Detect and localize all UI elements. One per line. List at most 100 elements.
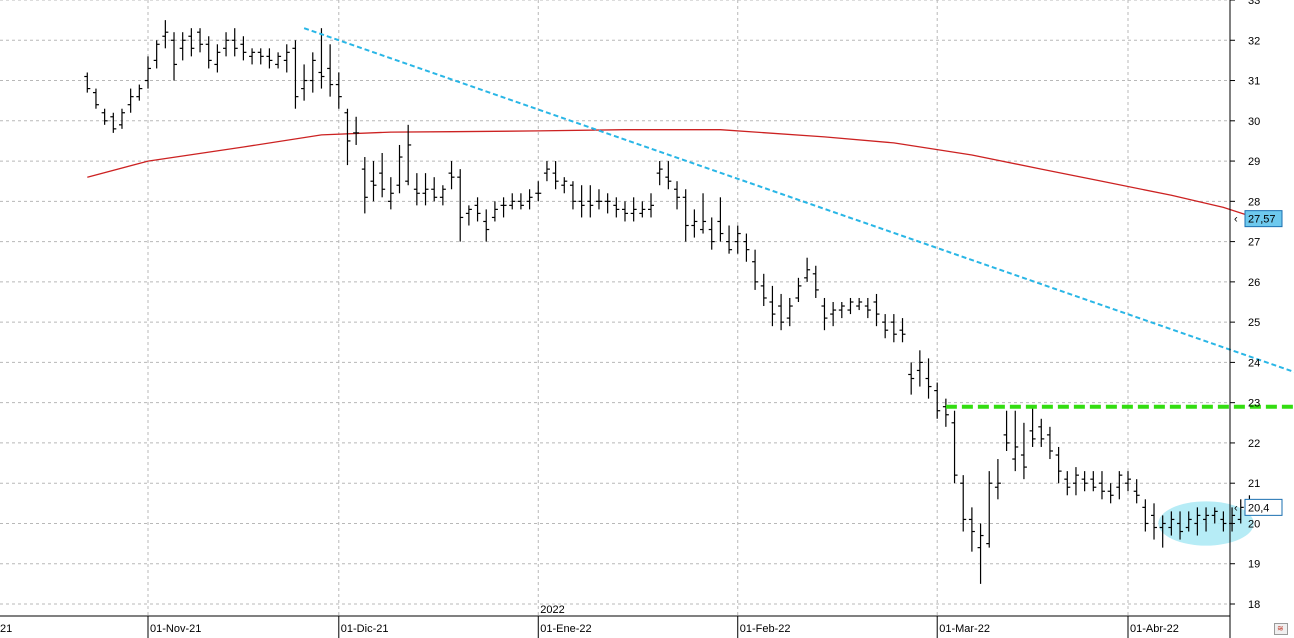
ohlc-bar bbox=[431, 177, 438, 202]
ohlc-bar bbox=[856, 297, 863, 311]
ohlc-bar bbox=[968, 507, 975, 552]
ohlc-bar bbox=[153, 40, 160, 69]
ohlc-bar bbox=[587, 185, 594, 218]
ohlc-bar bbox=[422, 173, 429, 206]
y-tick-label: 31 bbox=[1248, 76, 1260, 88]
moving-average-layer bbox=[87, 129, 1259, 220]
ohlc-bar bbox=[1107, 483, 1114, 504]
ohlc-bar bbox=[370, 161, 377, 202]
price-tag-box bbox=[1244, 210, 1283, 228]
ohlc-bar bbox=[136, 84, 143, 101]
ohlc-bar bbox=[101, 108, 108, 125]
ohlc-bar bbox=[821, 297, 828, 331]
ohlc-bar bbox=[648, 193, 655, 218]
ohlc-bar bbox=[925, 358, 932, 399]
ohlc-bar bbox=[379, 153, 386, 198]
ohlc-bar bbox=[812, 265, 819, 298]
ohlc-bar bbox=[595, 189, 602, 210]
ohlc-bar bbox=[908, 362, 915, 395]
ohlc-bar bbox=[197, 28, 204, 53]
ohlc-bar bbox=[188, 28, 195, 57]
ohlc-bar bbox=[127, 88, 134, 113]
price-tag-arrow: ‹ bbox=[1234, 502, 1238, 514]
ohlc-bar bbox=[1194, 507, 1201, 536]
ohlc-bar bbox=[882, 314, 889, 339]
ohlc-bar bbox=[864, 297, 871, 319]
ohlc-bar bbox=[344, 108, 351, 166]
chart-grid bbox=[0, 0, 1230, 616]
ohlc-bar bbox=[682, 189, 689, 242]
x-tick-label: 01-Dic-21 bbox=[341, 623, 389, 635]
ohlc-bar bbox=[526, 189, 533, 210]
ohlc-bar bbox=[752, 249, 759, 290]
ohlc-bar bbox=[283, 44, 290, 73]
ohlc-bar bbox=[491, 201, 498, 222]
ohlc-bar bbox=[465, 205, 472, 226]
ohlc-bar bbox=[665, 161, 672, 190]
ohlc-bar bbox=[1012, 410, 1019, 472]
ohlc-bar bbox=[405, 124, 412, 186]
y-tick-label: 22 bbox=[1248, 438, 1260, 450]
ohlc-bar bbox=[214, 44, 221, 73]
ohlc-bar bbox=[1151, 503, 1158, 540]
ohlc-bar bbox=[301, 64, 308, 101]
ohlc-bar bbox=[604, 193, 611, 214]
ohlc-bar bbox=[778, 293, 785, 331]
ohlc-bar bbox=[474, 197, 481, 222]
ohlc-bar bbox=[942, 398, 949, 427]
price-tag-arrow: ‹ bbox=[1234, 214, 1238, 226]
ohlc-bar bbox=[994, 459, 1001, 500]
ohlc-bar bbox=[1020, 422, 1027, 480]
ohlc-bar bbox=[1081, 471, 1088, 492]
ohlc-bar bbox=[171, 32, 178, 81]
y-tick-label: 32 bbox=[1248, 35, 1260, 47]
ohlc-bar bbox=[804, 257, 811, 282]
ohlc-bar bbox=[205, 36, 212, 69]
ohlc-bar bbox=[1159, 515, 1166, 548]
ohlc-bar bbox=[578, 185, 585, 218]
moving-average-line bbox=[87, 129, 1259, 220]
ohlc-bar bbox=[743, 233, 750, 262]
x-tick-label: 21 bbox=[0, 623, 12, 635]
ohlc-bar bbox=[535, 181, 542, 202]
ohlc-bar bbox=[1116, 471, 1123, 500]
ohlc-bar bbox=[1003, 410, 1010, 451]
ohlc-bar bbox=[335, 72, 342, 109]
x-tick-label: 01-Nov-21 bbox=[150, 623, 201, 635]
ohlc-bar bbox=[1133, 479, 1140, 504]
ohlc-bar bbox=[1237, 499, 1244, 524]
ohlc-bar bbox=[318, 28, 325, 89]
ohlc-bar bbox=[223, 32, 230, 57]
y-tick-label: 26 bbox=[1248, 277, 1260, 289]
chart-settings-icon[interactable]: ≋ bbox=[1274, 623, 1288, 635]
ohlc-bar bbox=[838, 302, 845, 319]
ohlc-bar bbox=[439, 185, 446, 206]
ohlc-bar bbox=[327, 44, 334, 97]
ohlc-bar bbox=[899, 318, 906, 343]
ohlc-bar bbox=[240, 36, 247, 61]
ohlc-bar bbox=[1220, 511, 1227, 532]
ohlc-bar bbox=[726, 225, 733, 254]
ohlc-bar bbox=[413, 173, 420, 206]
ohlc-bar bbox=[674, 181, 681, 210]
ohlc-bar bbox=[830, 302, 837, 327]
ohlc-bar bbox=[457, 169, 464, 242]
ohlc-bar bbox=[1064, 471, 1071, 496]
ohlc-bar bbox=[977, 523, 984, 584]
ohlc-bar bbox=[717, 197, 724, 242]
ohlc-bar bbox=[145, 56, 151, 89]
ohlc-bar bbox=[1203, 507, 1210, 532]
ohlc-bar bbox=[1211, 507, 1218, 524]
ohlc-bar bbox=[951, 410, 958, 484]
ohlc-bar bbox=[543, 161, 550, 182]
ohlc-bar bbox=[1177, 511, 1184, 540]
y-tick-label: 20 bbox=[1248, 518, 1260, 530]
ohlc-bar bbox=[769, 285, 776, 327]
ohlc-bar bbox=[786, 297, 793, 327]
ohlc-bar bbox=[1142, 499, 1149, 532]
ohlc-bar bbox=[960, 475, 967, 532]
y-tick-label: 25 bbox=[1248, 317, 1260, 329]
ohlc-bar bbox=[1038, 418, 1045, 447]
ohlc-bar bbox=[118, 108, 125, 129]
